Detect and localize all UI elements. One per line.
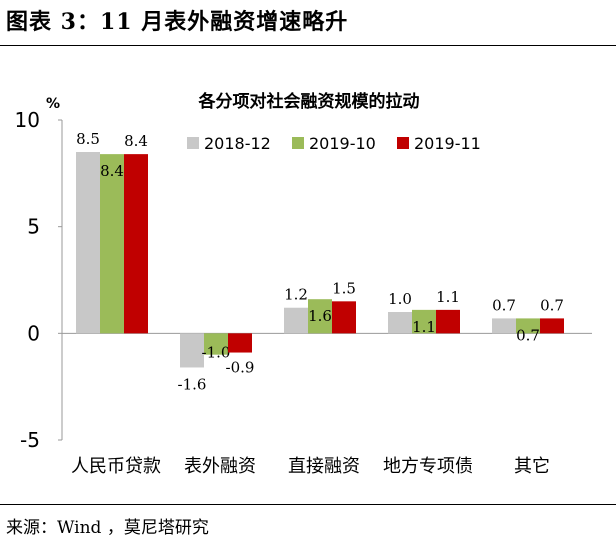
legend-label: 2019-11 (414, 134, 481, 153)
source-note: 来源：Wind ，莫尼塔研究 (6, 518, 209, 538)
y-tick-label: -5 (20, 428, 40, 452)
data-label: 1.1 (412, 318, 436, 336)
bar (204, 333, 228, 355)
bar (516, 318, 540, 334)
legend-swatch (397, 137, 409, 149)
bar (124, 154, 148, 334)
data-label: 1.2 (284, 286, 308, 304)
figure-title: 图表 3：11 月表外融资增速略升 (6, 9, 349, 35)
legend-label: 2018-12 (204, 134, 271, 153)
bar (284, 307, 308, 334)
legend-swatch (292, 137, 304, 149)
y-tick-label: 10 (15, 108, 40, 132)
bar (180, 333, 204, 368)
data-label: -0.9 (226, 359, 255, 377)
data-label: 1.6 (308, 307, 332, 325)
bar (332, 301, 356, 334)
bar (100, 154, 124, 334)
bar (492, 318, 516, 334)
bar (228, 333, 252, 353)
bottom-rule (0, 504, 616, 505)
top-rule (0, 45, 616, 46)
data-label: 8.5 (76, 130, 100, 148)
data-label: 8.4 (100, 162, 124, 180)
category-label: 表外融资 (184, 456, 256, 477)
category-label: 直接融资 (288, 456, 360, 477)
category-label: 其它 (514, 456, 550, 477)
data-label: 1.0 (388, 290, 412, 308)
data-label: 1.5 (332, 279, 356, 297)
category-label: 人民币贷款 (71, 456, 161, 477)
data-label: -1.0 (202, 343, 231, 361)
data-label: 8.4 (124, 132, 148, 150)
data-label: -1.6 (178, 375, 207, 393)
bar (308, 299, 332, 334)
legend-swatch (187, 137, 199, 149)
y-axis-unit-label: % (46, 96, 60, 112)
bar (436, 309, 460, 334)
bar (540, 318, 564, 334)
data-label: 0.7 (540, 296, 564, 314)
category-label: 地方专项债 (383, 456, 473, 477)
bar-chart: 各分项对社会融资规模的拉动% -5 0 5 10 2018-12 2019-10 2019-1… (15, 91, 592, 477)
bar (388, 312, 412, 334)
y-tick-label: 5 (27, 215, 40, 239)
data-label: 0.7 (492, 296, 516, 314)
data-label: 1.1 (436, 288, 460, 306)
bar (412, 309, 436, 334)
data-label: 0.7 (516, 326, 540, 344)
bar (76, 152, 100, 334)
chart-title: 各分项对社会融资规模的拉动 (198, 91, 420, 112)
y-tick-label: 0 (27, 321, 40, 345)
legend-label: 2019-10 (309, 134, 376, 153)
